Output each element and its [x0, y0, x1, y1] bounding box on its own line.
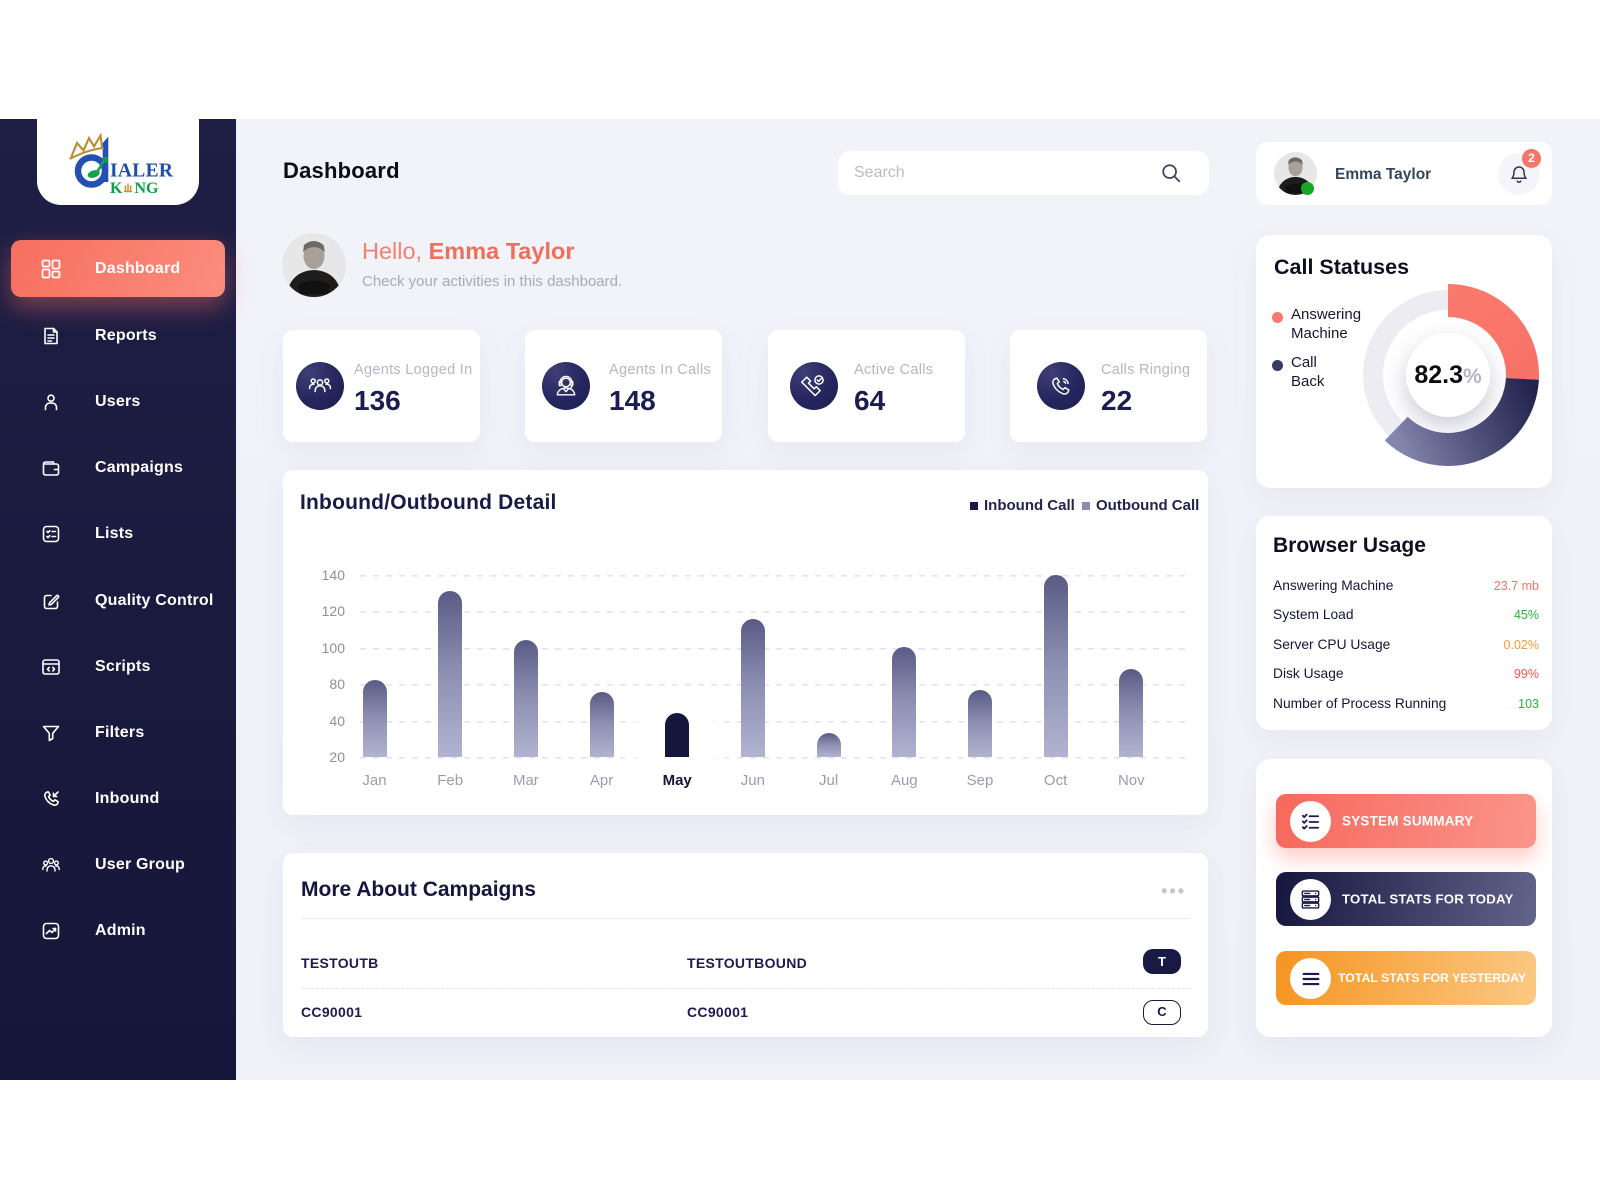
svg-text:K: K	[110, 180, 123, 197]
svg-text:NG: NG	[135, 180, 160, 197]
svg-text:IALER: IALER	[110, 161, 174, 182]
